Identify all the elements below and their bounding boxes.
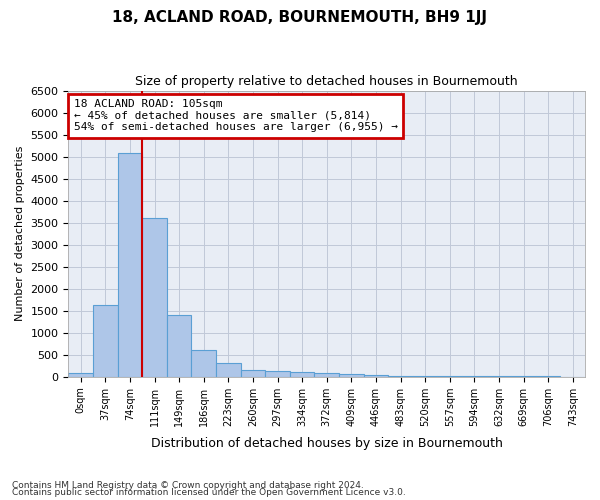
Bar (167, 315, 191, 376)
Bar (265, 371, 290, 376)
Bar (241, 370, 265, 376)
Title: Size of property relative to detached houses in Bournemouth: Size of property relative to detached ho… (136, 75, 518, 88)
Bar (339, 374, 364, 376)
Bar (290, 372, 314, 376)
Text: Contains HM Land Registry data © Crown copyright and database right 2024.: Contains HM Land Registry data © Crown c… (12, 480, 364, 490)
Bar (68, 374, 93, 376)
Bar (142, 218, 167, 376)
Text: 18, ACLAND ROAD, BOURNEMOUTH, BH9 1JJ: 18, ACLAND ROAD, BOURNEMOUTH, BH9 1JJ (113, 10, 487, 25)
Bar (93, 305, 118, 376)
Text: 18 ACLAND ROAD: 105sqm
← 45% of detached houses are smaller (5,814)
54% of semi-: 18 ACLAND ROAD: 105sqm ← 45% of detached… (74, 99, 398, 132)
Bar (314, 374, 339, 376)
X-axis label: Distribution of detached houses by size in Bournemouth: Distribution of detached houses by size … (151, 437, 503, 450)
Text: Contains public sector information licensed under the Open Government Licence v3: Contains public sector information licen… (12, 488, 406, 497)
Bar (118, 154, 142, 376)
Bar (216, 364, 241, 376)
Y-axis label: Number of detached properties: Number of detached properties (15, 146, 25, 322)
Bar (191, 350, 216, 376)
